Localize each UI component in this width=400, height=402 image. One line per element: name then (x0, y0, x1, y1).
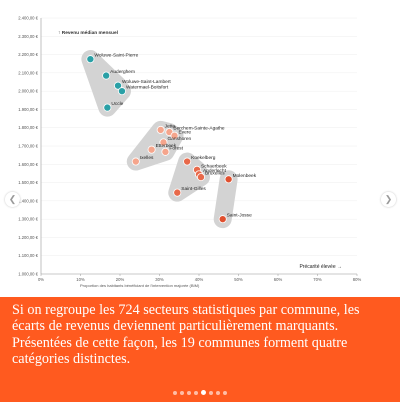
carousel-dot[interactable] (173, 390, 177, 395)
point-label: Etterbeek (156, 143, 177, 149)
data-point (173, 188, 182, 197)
data-points (86, 55, 233, 224)
carousel-dot[interactable] (194, 390, 198, 395)
carousel-prev-button[interactable]: ❮ (5, 192, 20, 207)
x-tick-label: 10% (76, 277, 85, 282)
slide-caption: Si on regroupe les 724 secteurs statisti… (12, 302, 392, 368)
y-tick-label: 1.500,00 € (18, 180, 38, 185)
point-label: Berchem-Sainte-Agathe (173, 126, 225, 132)
carousel-dot[interactable] (201, 390, 206, 396)
y-tick-label: 1.200,00 € (18, 235, 38, 240)
y-tick-label: 1.300,00 € (18, 217, 38, 222)
point-label: Saint-Gilles (181, 186, 206, 192)
point-label: Jette (165, 123, 176, 129)
carousel-dot[interactable] (187, 390, 191, 395)
point-label: Bruxelles (205, 171, 225, 177)
point-label: Forest (169, 145, 183, 151)
data-point (161, 147, 170, 156)
y-tick-label: 2.000,00 € (18, 89, 38, 94)
data-point (196, 173, 205, 182)
point-label: Anderlecht (203, 168, 227, 174)
point-label: Molenbeek (233, 173, 257, 179)
data-point (102, 71, 111, 80)
point-labels: Woluwe-Saint-Pierre Auderghem Woluwe-Saint… (94, 53, 256, 219)
x-tick-label: 20% (116, 277, 125, 282)
x-tick-label: 0% (38, 277, 44, 282)
y-tick-label: 1.800,00 € (18, 125, 38, 130)
chart-card: 1.000,00 € 1.100,00 € 1.200,00 € 1.300,00 €… (0, 0, 400, 297)
point-label: Ganshoren (167, 136, 191, 142)
y-tick-label: 1.700,00 € (18, 144, 38, 149)
y-tick-label: 1.600,00 € (18, 162, 38, 167)
data-point (114, 81, 123, 90)
x-tick-label: 50% (234, 277, 243, 282)
x-tick-label: 40% (195, 277, 204, 282)
data-point (224, 175, 233, 184)
x-tick-label: 60% (274, 277, 283, 282)
y-tick-label: 1.900,00 € (18, 107, 38, 112)
caption-paragraph-2: Présentées de cette façon, les 19 commun… (12, 334, 348, 368)
point-label: Woluwe-Saint-Lambert (122, 79, 171, 85)
point-label: Koekelberg (191, 155, 216, 161)
data-point (117, 87, 126, 96)
point-label: Woluwe-Saint-Pierre (94, 53, 138, 59)
y-tick-label: 2.200,00 € (18, 52, 38, 57)
point-label: Auderghem (110, 69, 135, 75)
group-hull (213, 170, 238, 229)
y-tick-label: 2.400,00 € (18, 16, 38, 21)
y-tick-label: 2.300,00 € (18, 34, 38, 39)
y-axis-label: ↑ Revenu médian mensuel (58, 30, 118, 36)
data-point (131, 157, 140, 166)
data-point (170, 131, 179, 140)
caption-paragraph-1: Si on regroupe les 724 secteurs statisti… (12, 302, 360, 335)
y-axis: 1.000,00 € 1.100,00 € 1.200,00 € 1.300,00 €… (18, 16, 42, 277)
chevron-left-icon: ❮ (8, 194, 17, 204)
point-label: Schaerbeek (201, 163, 227, 169)
y-tick-label: 2.100,00 € (18, 70, 38, 75)
corner-annotation: Précarité élevée → (299, 264, 342, 270)
point-label: Saint-Josse (227, 213, 252, 219)
y-tick-label: 1.400,00 € (18, 198, 38, 203)
scatter-chart: 1.000,00 € 1.100,00 € 1.200,00 € 1.300,00 €… (18, 16, 362, 289)
carousel-dots (0, 384, 400, 396)
x-tick-label: 80% (353, 277, 362, 282)
x-axis: 0% 10% 20% 30% 40% 50% 60% 70% 80% (38, 273, 362, 282)
chevron-right-icon: ❯ (384, 194, 393, 204)
x-axis-label: Proportion des habitants bénéficiant de … (80, 283, 200, 288)
data-point (218, 215, 227, 224)
point-label: Watermael-Boitsfort (126, 85, 169, 91)
point-label: Uccle (111, 101, 123, 107)
carousel-next-button[interactable]: ❯ (381, 192, 396, 207)
data-point (156, 125, 165, 134)
x-tick-label: 70% (313, 277, 322, 282)
x-tick-label: 30% (155, 277, 164, 282)
y-tick-label: 1.100,00 € (18, 253, 38, 258)
carousel-dot[interactable] (180, 390, 184, 395)
y-tick-label: 1.000,00 € (18, 272, 38, 277)
point-label: Evere (179, 129, 192, 135)
carousel-dot[interactable] (216, 390, 220, 395)
data-point (159, 138, 168, 147)
data-point (147, 145, 156, 154)
data-point (183, 157, 192, 166)
carousel-dot[interactable] (209, 390, 213, 395)
data-point (86, 55, 95, 64)
data-point (103, 103, 112, 112)
carousel-dot[interactable] (223, 390, 227, 395)
point-label: Ixelles (140, 155, 154, 161)
